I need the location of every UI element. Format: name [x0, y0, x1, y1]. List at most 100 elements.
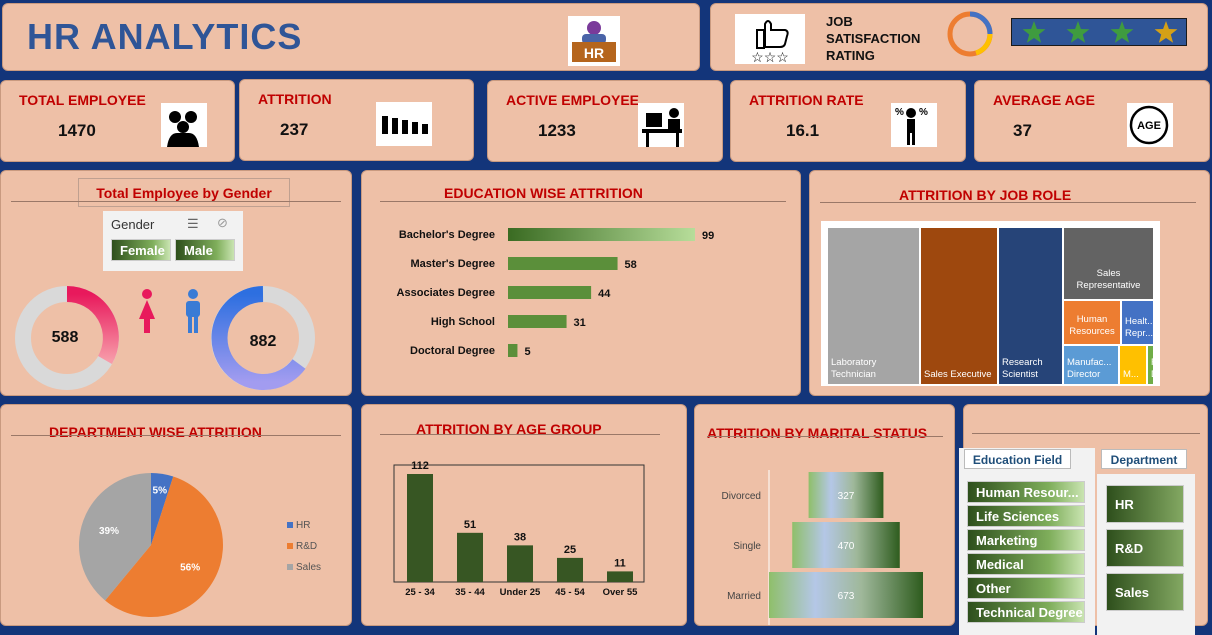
age-icon: AGE	[1127, 103, 1173, 147]
treemap-tile: Healt... Repr...	[1122, 301, 1153, 344]
department-option[interactable]: HR	[1106, 485, 1184, 523]
treemap-tile: M...	[1120, 346, 1146, 384]
department-slicer-title: Department	[1101, 449, 1187, 469]
age-data-label: 11	[614, 557, 626, 569]
marital-data-label: 327	[838, 491, 855, 502]
marital-bar	[769, 572, 923, 618]
education-data-label: 99	[702, 230, 714, 242]
kpi-card: AVERAGE AGE 37 AGE	[974, 80, 1210, 162]
jobrole-treemap: Laboratory Technician Sales Executive Rese…	[828, 228, 1153, 384]
gender-option-male[interactable]: Male	[175, 239, 235, 261]
clear-filter-icon[interactable]: ⊘	[217, 215, 228, 230]
kpi-card: TOTAL EMPLOYEE 1470	[0, 80, 235, 162]
kpi-value: 1233	[538, 121, 576, 140]
education-bar	[508, 315, 567, 328]
education-field-option[interactable]: Medical	[967, 553, 1085, 575]
multi-select-icon[interactable]: ☰	[187, 216, 199, 231]
svg-text:☆☆☆: ☆☆☆	[751, 49, 789, 64]
age-category-label: Under 25	[500, 587, 541, 598]
satisfaction-ring	[947, 11, 993, 57]
pie-data-label: 39%	[99, 526, 119, 537]
department-panel: DEPARTMENT WISE ATTRITION 5% 56% 39% HR R&D…	[0, 404, 352, 626]
gender-option-female[interactable]: Female	[111, 239, 171, 261]
education-category-label: Doctoral Degree	[410, 345, 495, 357]
kpi-card: ACTIVE EMPLOYEE 1233	[487, 80, 723, 162]
svg-text:%: %	[919, 107, 928, 118]
svg-text:%: %	[895, 107, 904, 118]
rating-star	[1022, 21, 1046, 43]
marital-category-label: Married	[727, 591, 761, 602]
marital-category-label: Single	[733, 541, 761, 552]
rating-star	[1110, 21, 1134, 43]
education-data-label: 58	[625, 259, 637, 271]
education-data-label: 31	[574, 317, 586, 329]
percent-person-icon: %%	[891, 103, 937, 147]
age-category-label: Over 55	[603, 587, 639, 598]
people-leaving-icon	[376, 102, 432, 146]
treemap-tile: Manufac... Director	[1064, 346, 1118, 384]
department-legend: HR R&D Sales	[287, 520, 321, 583]
education-category-label: High School	[431, 316, 495, 328]
gender-slicer-title: Gender	[111, 217, 155, 232]
education-category-label: Bachelor's Degree	[399, 229, 495, 241]
marital-category-label: Divorced	[722, 491, 761, 502]
education-bar	[508, 286, 592, 299]
education-data-label: 44	[598, 288, 611, 300]
female-count: 588	[52, 329, 79, 346]
kpi-value: 16.1	[786, 121, 820, 140]
marital-bar	[808, 472, 884, 518]
marital-panel: ATTRITION BY MARITAL STATUS Divorced 327 S…	[694, 404, 955, 626]
kpi-label: ATTRITION	[258, 91, 332, 107]
age-chart-title: ATTRITION BY AGE GROUP	[416, 421, 602, 437]
male-count: 882	[250, 333, 277, 350]
age-bar	[507, 545, 533, 582]
education-field-option[interactable]: Marketing	[967, 529, 1085, 551]
age-data-label: 38	[514, 531, 526, 543]
kpi-label: TOTAL EMPLOYEE	[19, 92, 146, 108]
education-field-option[interactable]: Other	[967, 577, 1085, 599]
satisfaction-panel: ☆☆☆ JOB SATISFACTION RATING	[710, 3, 1208, 71]
marital-data-label: 673	[838, 591, 855, 602]
age-bar-chart: 112 25 - 34 51 35 - 44 38 Under 25 25 45 - 54 11…	[393, 460, 645, 598]
education-field-option[interactable]: Life Sciences	[967, 505, 1085, 527]
age-category-label: 35 - 44	[455, 587, 485, 598]
education-bar	[508, 344, 518, 357]
agegroup-panel: ATTRITION BY AGE GROUP 112 25 - 34 51 35 - …	[361, 404, 687, 626]
education-field-option[interactable]: Human Resour...	[967, 481, 1085, 503]
marital-bar-chart: Divorced 327 Single 470 Married 673	[722, 470, 923, 625]
education-field-slicer-title: Education Field	[964, 449, 1071, 469]
marital-chart-title: ATTRITION BY MARITAL STATUS	[707, 425, 928, 441]
rating-star	[1066, 21, 1090, 43]
kpi-card: ATTRITION 237	[239, 79, 474, 161]
kpi-label: ATTRITION RATE	[749, 92, 864, 108]
satisfaction-label: JOB SATISFACTION RATING	[826, 14, 921, 63]
education-field-option[interactable]: Technical Degree	[967, 601, 1085, 623]
page-title: HR ANALYTICS	[27, 16, 303, 57]
department-pie-chart: 5% 56% 39%	[79, 473, 223, 617]
education-category-label: Master's Degree	[410, 258, 495, 270]
kpi-value: 37	[1013, 121, 1032, 140]
legend-item: R&D	[287, 541, 321, 562]
kpi-card: ATTRITION RATE 16.1%%	[730, 80, 966, 162]
jobrole-panel: ATTRITION BY JOB ROLE Laboratory Technic…	[809, 170, 1210, 396]
jobrole-chart-title: ATTRITION BY JOB ROLE	[899, 187, 1072, 203]
age-bar	[557, 557, 583, 582]
department-option[interactable]: R&D	[1106, 529, 1184, 567]
age-category-label: 45 - 54	[555, 587, 585, 598]
treemap-tile: Laboratory Technician	[828, 228, 919, 384]
department-option[interactable]: Sales	[1106, 573, 1184, 611]
people-group-icon	[161, 103, 207, 147]
age-bar	[457, 532, 483, 582]
hr-desk-icon: HR	[568, 16, 620, 66]
female-icon	[135, 289, 159, 338]
treemap-tile: Sales Representative	[1064, 228, 1153, 299]
pie-slice	[79, 473, 151, 601]
female-donut: 588	[15, 286, 119, 390]
title-panel: HR ANALYTICS HR	[2, 3, 700, 71]
treemap-tile: Sales Executive	[921, 228, 997, 384]
education-panel: EDUCATION WISE ATTRITION Bachelor's Degr…	[361, 170, 801, 396]
age-data-label: 112	[411, 460, 429, 472]
male-donut: 882	[211, 286, 315, 390]
pie-slice	[105, 476, 223, 617]
thumbs-up-rating-icon: ☆☆☆	[735, 14, 805, 65]
